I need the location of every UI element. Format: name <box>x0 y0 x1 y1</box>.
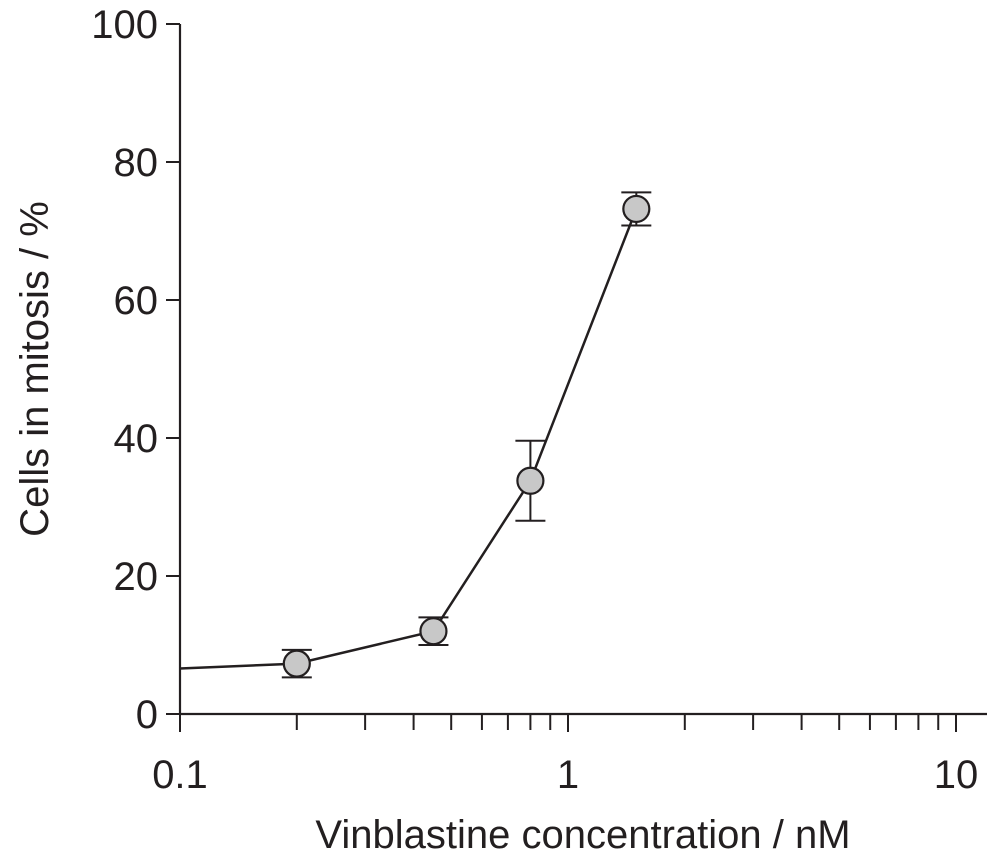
x-tick-label: 10 <box>934 753 979 797</box>
data-point <box>516 466 545 495</box>
data-point <box>282 649 311 678</box>
y-tick-label: 80 <box>114 141 159 185</box>
y-ticks: 0 20 40 60 80 100 <box>91 3 180 737</box>
axes <box>178 24 987 716</box>
y-tick-label: 40 <box>114 417 159 461</box>
x-tick-label: 0.1 <box>152 753 208 797</box>
series-line <box>179 208 638 670</box>
y-tick-label: 100 <box>91 3 158 47</box>
y-tick-label: 0 <box>136 693 158 737</box>
x-ticks: 0.1 1 10 <box>152 714 978 797</box>
data-point <box>419 617 448 646</box>
data-point <box>622 194 651 224</box>
y-tick-label: 20 <box>114 555 159 599</box>
x-axis-title: Vinblastine concentration / nM <box>315 813 850 857</box>
x-tick-label: 1 <box>557 753 579 797</box>
y-tick-label: 60 <box>114 279 159 323</box>
y-axis-title: Cells in mitosis / % <box>13 201 57 537</box>
series-layer <box>179 191 652 679</box>
